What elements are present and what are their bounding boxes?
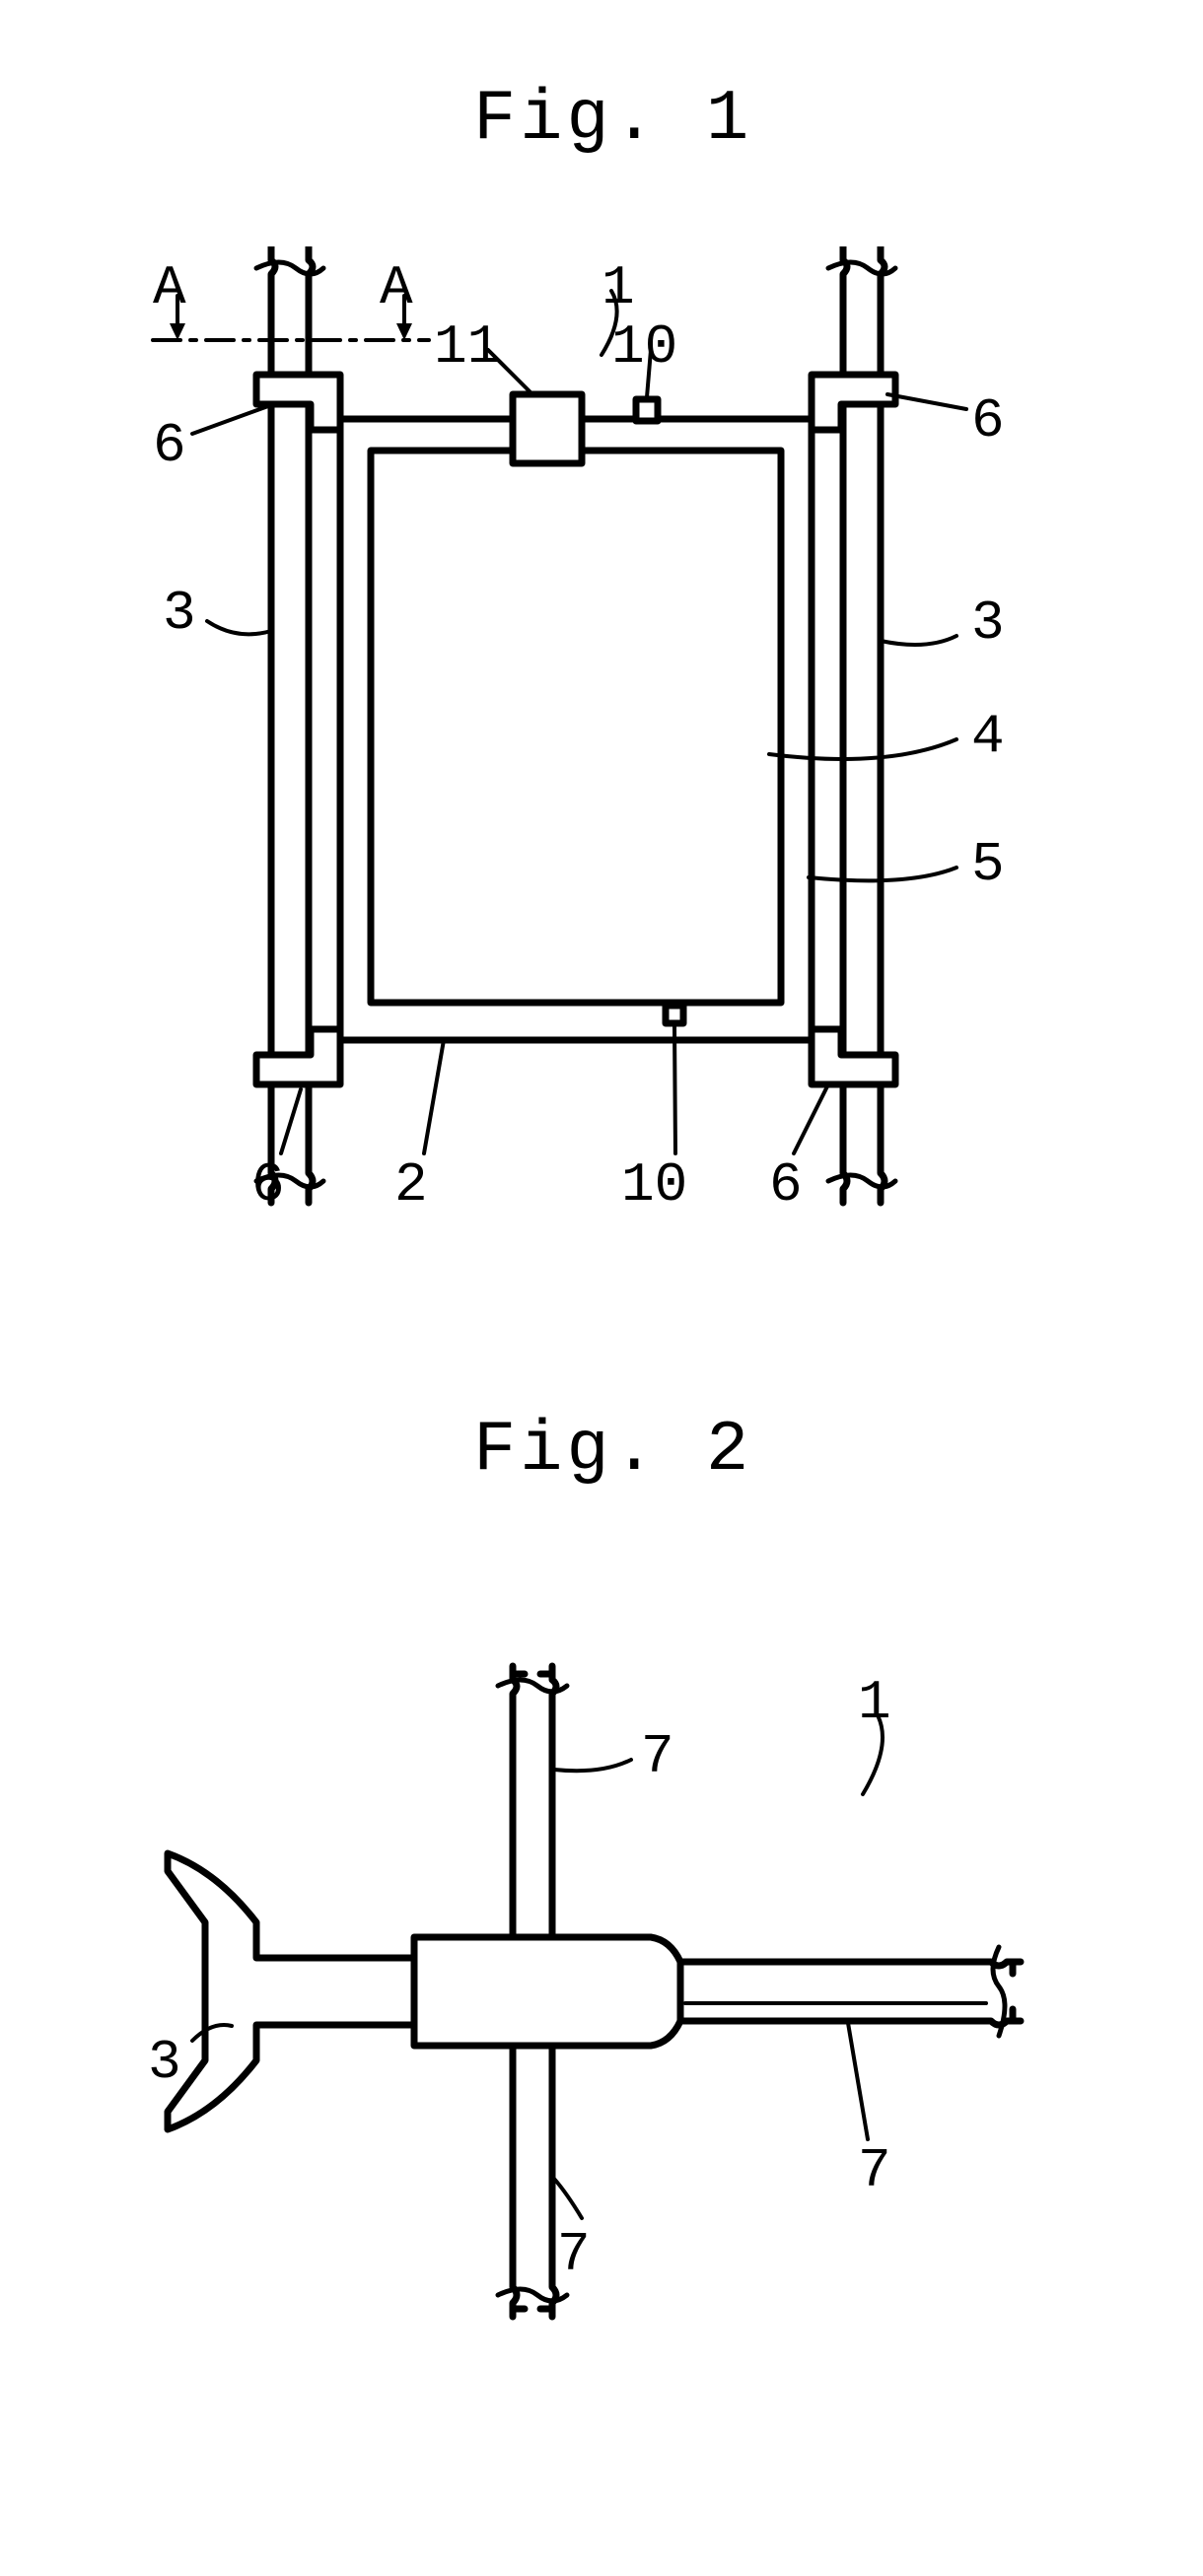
- fig1-diagram: [99, 246, 1104, 1252]
- fig2-label-7-top: 7: [641, 1725, 674, 1788]
- fig1-label-3-left: 3: [163, 582, 196, 645]
- fig1-label-6-br: 6: [769, 1153, 803, 1217]
- fig2-diagram: [99, 1627, 1104, 2356]
- fig1-title: Fig. 1: [473, 79, 752, 160]
- fig2-title: Fig. 2: [473, 1410, 752, 1491]
- fig1-label-11: 11: [434, 315, 500, 379]
- fig1-label-6-bl: 6: [251, 1153, 285, 1217]
- fig1-label-1: 1: [602, 256, 635, 319]
- fig1-label-10-bot: 10: [621, 1153, 687, 1217]
- fig2-label-7-bl: 7: [557, 2223, 591, 2286]
- fig1-label-2: 2: [394, 1153, 428, 1217]
- fig1-label-6-tl: 6: [153, 414, 186, 477]
- fig1-label-4: 4: [971, 705, 1005, 768]
- fig2-label-3: 3: [148, 2031, 181, 2094]
- fig1-label-5: 5: [971, 833, 1005, 896]
- fig2-label-1: 1: [858, 1671, 891, 1734]
- fig1-label-3-right: 3: [971, 592, 1005, 655]
- fig2-label-7-br: 7: [858, 2139, 891, 2202]
- fig1-label-A-left: A: [153, 256, 186, 319]
- fig1-label-6-tr: 6: [971, 389, 1005, 453]
- fig1-label-A-right: A: [380, 256, 413, 319]
- fig1-label-10-top: 10: [611, 315, 677, 379]
